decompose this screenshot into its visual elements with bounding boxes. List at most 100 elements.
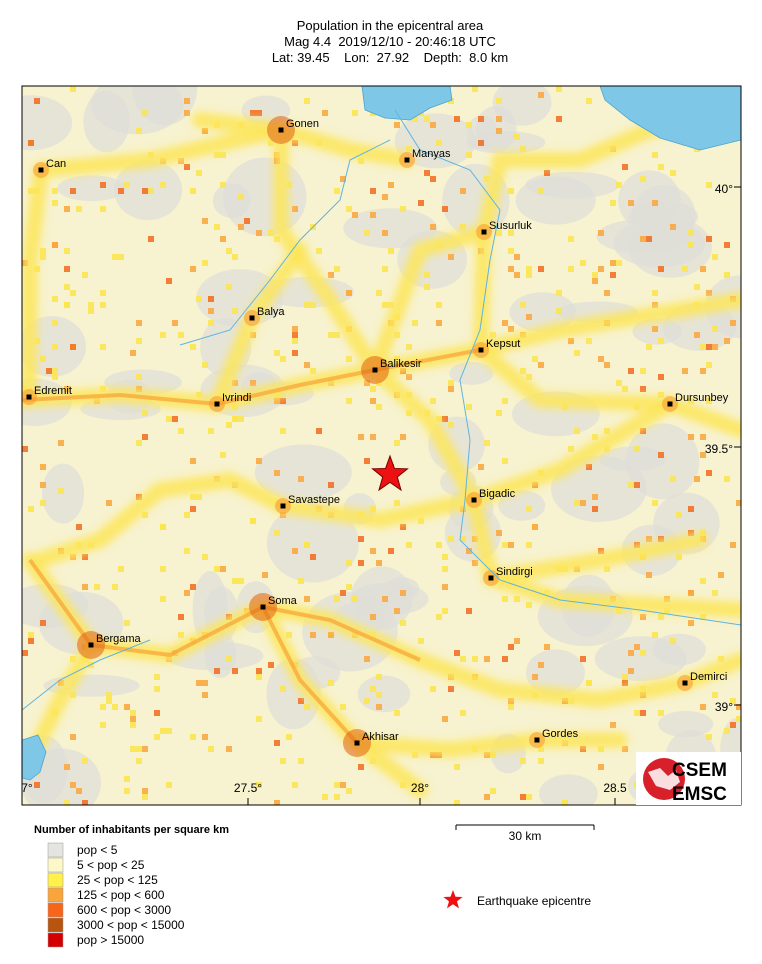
pixel bbox=[238, 224, 244, 230]
pixel bbox=[574, 350, 580, 356]
pixel bbox=[598, 356, 604, 362]
pixel bbox=[394, 608, 400, 614]
pixel bbox=[178, 428, 184, 434]
pixel bbox=[514, 596, 520, 602]
pixel bbox=[88, 302, 94, 308]
pixel bbox=[670, 170, 676, 176]
sparse-area bbox=[618, 170, 681, 231]
scale-bar: 30 km bbox=[455, 824, 595, 843]
pixel bbox=[628, 482, 634, 488]
city-label: Balya bbox=[257, 306, 285, 318]
pixel bbox=[592, 506, 598, 512]
pixel bbox=[190, 584, 196, 590]
pixel bbox=[208, 296, 214, 302]
pixel bbox=[436, 302, 442, 308]
pixel bbox=[658, 710, 664, 716]
pixel bbox=[118, 188, 124, 194]
pixel bbox=[700, 614, 706, 620]
pixel bbox=[112, 254, 118, 260]
pixel bbox=[256, 110, 262, 116]
pixel bbox=[508, 326, 514, 332]
pixel bbox=[124, 182, 130, 188]
pixel bbox=[700, 368, 706, 374]
pixel bbox=[508, 188, 514, 194]
pixel bbox=[214, 668, 220, 674]
pixel bbox=[64, 764, 70, 770]
pixel bbox=[682, 266, 688, 272]
pixel bbox=[214, 152, 220, 158]
pixel bbox=[484, 752, 490, 758]
pixel bbox=[52, 368, 58, 374]
pixel bbox=[106, 698, 112, 704]
pixel bbox=[280, 686, 286, 692]
pixel bbox=[70, 782, 76, 788]
city-dot bbox=[478, 347, 484, 353]
pixel bbox=[340, 590, 346, 596]
pixel bbox=[442, 584, 448, 590]
pixel bbox=[172, 320, 178, 326]
pixel bbox=[634, 482, 640, 488]
pixel bbox=[256, 668, 262, 674]
pixel bbox=[130, 722, 136, 728]
legend-title: Number of inhabitants per square km bbox=[34, 824, 229, 836]
city-label: Demirci bbox=[690, 671, 727, 683]
legend-swatch bbox=[47, 887, 64, 903]
pixel bbox=[718, 656, 724, 662]
pixel bbox=[406, 374, 412, 380]
pixel bbox=[442, 608, 448, 614]
pixel bbox=[400, 590, 406, 596]
pixel bbox=[334, 332, 340, 338]
pixel bbox=[460, 656, 466, 662]
pixel bbox=[658, 452, 664, 458]
pixel bbox=[526, 602, 532, 608]
lon-label: 28.5 bbox=[603, 781, 627, 795]
pixel bbox=[346, 290, 352, 296]
pixel bbox=[298, 578, 304, 584]
pixel bbox=[178, 332, 184, 338]
pixel bbox=[220, 452, 226, 458]
pixel bbox=[514, 638, 520, 644]
pixel bbox=[202, 362, 208, 368]
pixel bbox=[256, 782, 262, 788]
pixel bbox=[274, 398, 280, 404]
pixel bbox=[610, 200, 616, 206]
pixel bbox=[232, 308, 238, 314]
pixel bbox=[82, 584, 88, 590]
pixel bbox=[40, 500, 46, 506]
pixel bbox=[226, 422, 232, 428]
pixel bbox=[40, 254, 46, 260]
pixel bbox=[640, 614, 646, 620]
pixel bbox=[580, 656, 586, 662]
pixel bbox=[598, 548, 604, 554]
pixel bbox=[400, 620, 406, 626]
pixel bbox=[700, 704, 706, 710]
pixel bbox=[382, 302, 388, 308]
pixel bbox=[502, 458, 508, 464]
city-dot bbox=[38, 167, 44, 173]
pixel bbox=[232, 416, 238, 422]
pixel bbox=[202, 734, 208, 740]
pixel bbox=[658, 266, 664, 272]
pixel bbox=[340, 176, 346, 182]
pixel bbox=[520, 146, 526, 152]
city-dot bbox=[278, 127, 284, 133]
pixel bbox=[328, 332, 334, 338]
pixel bbox=[328, 482, 334, 488]
pixel bbox=[52, 296, 58, 302]
pixel bbox=[340, 704, 346, 710]
pixel bbox=[124, 620, 130, 626]
map-frame bbox=[21, 85, 742, 806]
city-label: Bigadic bbox=[479, 488, 516, 500]
pixel bbox=[502, 320, 508, 326]
pixel bbox=[208, 320, 214, 326]
pixel bbox=[586, 98, 592, 104]
sparse-area bbox=[254, 444, 352, 501]
pixel bbox=[136, 128, 142, 134]
pixel bbox=[352, 212, 358, 218]
pixel bbox=[670, 224, 676, 230]
pixel bbox=[334, 266, 340, 272]
pixel bbox=[154, 710, 160, 716]
pixel bbox=[592, 272, 598, 278]
pixel bbox=[304, 362, 310, 368]
